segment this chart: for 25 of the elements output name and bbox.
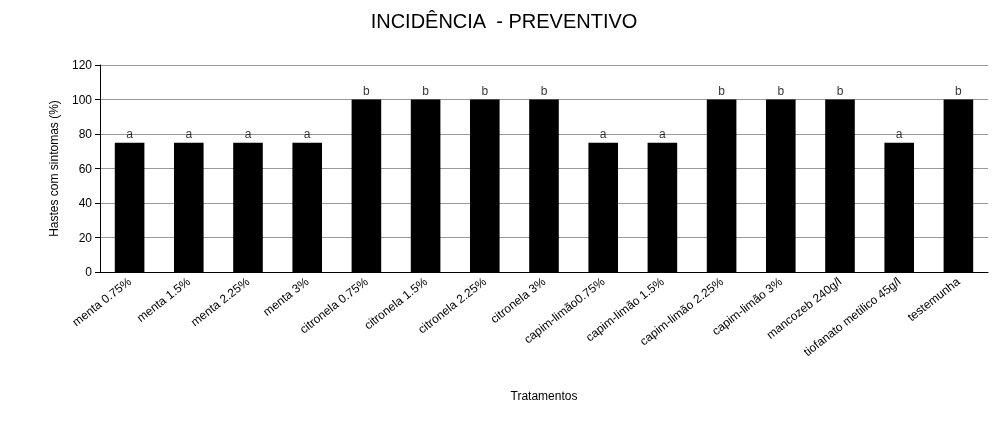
y-tick-label: 40: [78, 196, 93, 210]
annotation: b: [777, 83, 785, 98]
annotation: b: [422, 83, 430, 98]
x-axis-title: Tratamentos: [510, 389, 578, 403]
y-axis-title: Hastes com sintomas (%): [47, 100, 61, 237]
y-tick-label: 60: [78, 161, 93, 176]
annotation: a: [303, 126, 311, 141]
y-tick-label: 0: [85, 265, 93, 279]
annotation: a: [244, 126, 252, 141]
annotation: a: [659, 126, 667, 141]
annotation: b: [540, 83, 548, 98]
annotation: a: [599, 126, 607, 141]
annotation: b: [363, 83, 371, 98]
annotation: b: [955, 83, 963, 98]
y-tick-label: 100: [71, 92, 93, 107]
chart-title: INCIDÊNCIA - PREVENTIVO: [370, 10, 638, 32]
annotation: a: [895, 126, 903, 141]
annotation: b: [481, 83, 489, 98]
annotation: b: [718, 83, 726, 98]
annotation: a: [185, 126, 193, 141]
y-tick-label: 20: [78, 230, 93, 245]
annotation: a: [126, 126, 134, 141]
y-tick-label: 120: [71, 58, 93, 72]
annotation: b: [836, 83, 844, 98]
y-tick-label: 80: [78, 127, 93, 141]
